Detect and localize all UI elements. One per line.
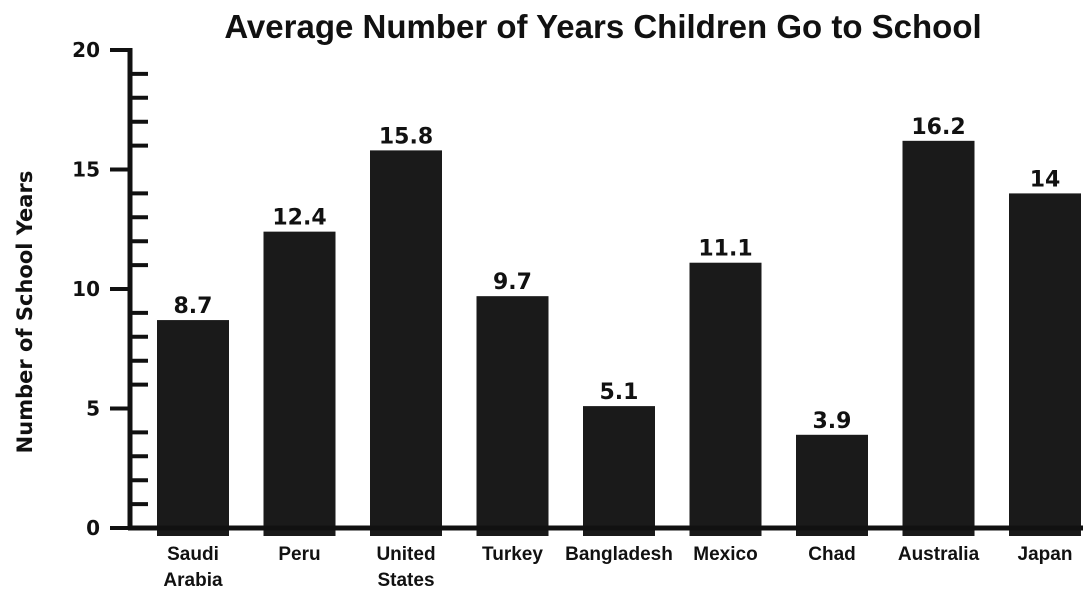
x-tick-label: Peru <box>278 544 320 565</box>
x-axis-tick-labels: Saudi Arabia Peru United States Turkey Banglad… <box>163 544 1072 591</box>
y-tick-label: 10 <box>72 277 100 301</box>
data-label: 12.4 <box>272 206 326 231</box>
bar <box>902 140 975 536</box>
y-axis-ticks: 0 5 10 15 20 <box>72 38 148 540</box>
bars <box>157 140 1081 536</box>
y-tick-label: 20 <box>72 38 100 62</box>
x-tick-label: Bangladesh <box>565 544 673 565</box>
bar <box>583 406 655 536</box>
data-label: 11.1 <box>698 237 752 262</box>
bar <box>796 434 868 536</box>
x-tick-label: Saudi <box>167 544 219 565</box>
bar <box>370 150 442 536</box>
bar <box>157 320 229 536</box>
bar <box>263 231 336 536</box>
data-label: 3.9 <box>813 409 852 434</box>
data-label: 5.1 <box>600 380 639 405</box>
bar <box>476 296 549 536</box>
x-tick-label: Chad <box>808 544 856 565</box>
x-tick-label: Mexico <box>693 544 757 565</box>
data-label: 9.7 <box>493 270 532 295</box>
x-tick-label: United <box>376 544 435 565</box>
data-label: 15.8 <box>379 124 433 149</box>
x-tick-label: States <box>377 570 434 591</box>
y-tick-label: 15 <box>72 158 100 182</box>
data-label: 8.7 <box>174 294 213 319</box>
chart-title: Average Number of Years Children Go to S… <box>224 8 981 45</box>
y-tick-label: 5 <box>86 397 100 421</box>
y-axis-label: Number of School Years <box>13 171 37 454</box>
bar <box>1009 193 1081 536</box>
x-tick-label: Japan <box>1018 544 1073 565</box>
x-tick-label: Turkey <box>482 544 543 565</box>
x-tick-label: Arabia <box>163 570 223 591</box>
data-labels: 8.7 12.4 15.8 9.7 5.1 11.1 3.9 16.2 14 <box>174 115 1061 434</box>
data-label: 16.2 <box>911 115 965 140</box>
data-label: 14 <box>1030 167 1061 192</box>
x-tick-label: Australia <box>898 544 980 565</box>
bar <box>689 262 762 536</box>
y-tick-label: 0 <box>86 516 100 540</box>
